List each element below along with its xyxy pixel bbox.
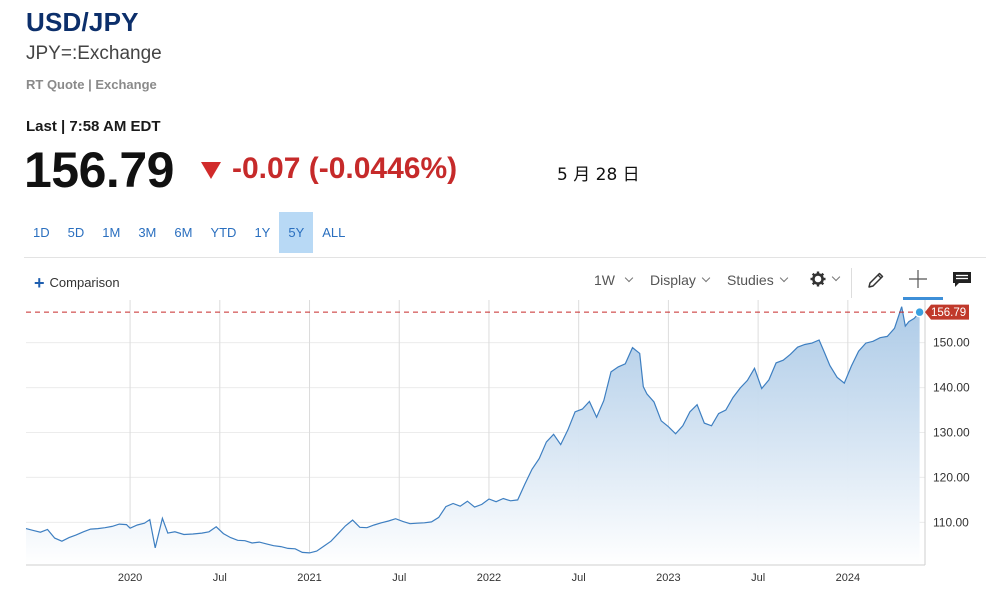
x-tick-label: 2024 xyxy=(836,572,860,584)
comment-button[interactable] xyxy=(952,271,972,294)
price-line xyxy=(25,306,921,554)
price-chart[interactable]: 110.00 120.00 130.00 140.00 150.00 2020 Jul 202… xyxy=(0,300,992,600)
symbol-subtitle: JPY=:Exchange xyxy=(26,43,162,64)
y-tick-label: 120.00 xyxy=(933,470,970,484)
settings-dropdown[interactable] xyxy=(810,271,841,287)
draw-button[interactable] xyxy=(866,270,886,295)
x-tick-label: Jul xyxy=(572,572,586,584)
tab-1y[interactable]: 1Y xyxy=(254,225,271,240)
x-tick-label: Jul xyxy=(213,572,227,584)
date-label: 5 月 28 日 xyxy=(557,165,640,185)
divider xyxy=(24,257,986,258)
studies-dropdown[interactable]: Studies xyxy=(727,272,788,288)
tab-3m[interactable]: 3M xyxy=(138,225,157,240)
quote-type-label: RT Quote | Exchange xyxy=(26,77,157,92)
x-tick-label: Jul xyxy=(751,572,765,584)
price-change: -0.07 (-0.0446%) xyxy=(232,152,458,185)
display-dropdown[interactable]: Display xyxy=(650,272,711,288)
x-tick-label: Jul xyxy=(392,572,406,584)
price-area xyxy=(26,306,920,565)
tab-ytd[interactable]: YTD xyxy=(210,225,237,240)
tab-1m[interactable]: 1M xyxy=(102,225,121,240)
y-tick-label: 130.00 xyxy=(933,426,970,440)
comparison-button[interactable]: + Comparison xyxy=(34,272,120,293)
interval-label: 1W xyxy=(594,272,615,288)
tab-5y[interactable]: 5Y xyxy=(279,212,314,253)
tab-5d[interactable]: 5D xyxy=(67,225,85,240)
interval-dropdown[interactable]: 1W xyxy=(594,272,634,288)
pencil-icon xyxy=(868,272,884,288)
studies-label: Studies xyxy=(727,272,774,288)
y-tick-label: 150.00 xyxy=(933,336,970,350)
comparison-label: Comparison xyxy=(49,275,120,290)
last-price-marker xyxy=(914,306,925,318)
x-tick-label: 2020 xyxy=(118,572,142,584)
crosshair-button[interactable] xyxy=(908,269,928,294)
last-price: 156.79 xyxy=(24,142,174,198)
crosshair-icon xyxy=(909,270,927,288)
gear-icon xyxy=(810,271,826,287)
chevron-down-icon xyxy=(701,273,711,283)
x-tick-label: 2022 xyxy=(477,572,501,584)
tab-all[interactable]: ALL xyxy=(322,225,346,240)
crosshair-active-indicator xyxy=(903,297,943,300)
toolbar-separator xyxy=(851,268,852,298)
tab-6m[interactable]: 6M xyxy=(174,225,193,240)
y-tick-label: 110.00 xyxy=(933,515,969,529)
price-tag-label: 156.79 xyxy=(931,307,966,319)
chevron-down-icon xyxy=(624,273,634,283)
y-tick-label: 140.00 xyxy=(933,381,970,395)
plus-icon: + xyxy=(34,272,45,293)
x-tick-label: 2023 xyxy=(656,572,680,584)
chart-axes: 110.00 120.00 130.00 140.00 150.00 2020 Jul 202… xyxy=(26,300,970,584)
page-title: USD/JPY xyxy=(26,7,139,37)
tab-1d[interactable]: 1D xyxy=(33,225,50,240)
comment-icon xyxy=(953,272,971,287)
chevron-down-icon xyxy=(831,272,841,282)
range-tabs: 1D 5D 1M 3M 6M YTD 1Y 5Y ALL xyxy=(24,212,354,253)
last-time-label: Last | 7:58 AM EDT xyxy=(26,118,161,135)
price-tag-shape xyxy=(925,304,969,320)
chevron-down-icon xyxy=(779,273,788,283)
display-label: Display xyxy=(650,272,696,288)
x-tick-label: 2021 xyxy=(297,572,321,584)
price-tag: 156.79 xyxy=(914,304,969,320)
down-arrow-icon xyxy=(201,162,221,179)
